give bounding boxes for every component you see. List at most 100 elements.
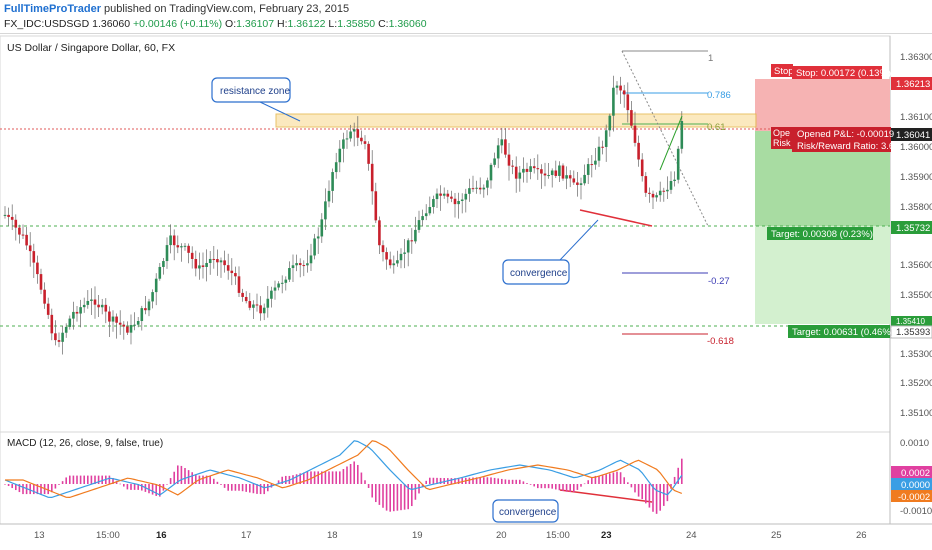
candle-body xyxy=(558,165,561,176)
time-tick: 25 xyxy=(771,530,782,541)
candle-body xyxy=(446,193,450,197)
candle-body xyxy=(288,268,291,280)
macd-hist-bar xyxy=(79,475,82,484)
candlestick-series[interactable] xyxy=(3,75,684,355)
macd-hist-badge xyxy=(891,466,932,478)
candle-body xyxy=(180,246,183,248)
candle-body xyxy=(226,265,230,271)
candle-body xyxy=(504,139,507,155)
pnl-info-box[interactable] xyxy=(792,127,891,152)
macd-hist-bar xyxy=(11,484,13,489)
candle-body xyxy=(165,245,169,262)
fib-label-neg27: -0.27 xyxy=(708,276,730,287)
convergence-annotation-macd[interactable]: convergence xyxy=(492,499,559,523)
macd-hist-bar xyxy=(501,478,503,484)
macd-hist-bar xyxy=(382,484,384,508)
resistance-annotation[interactable]: resistance zone xyxy=(211,77,301,122)
candle-body xyxy=(18,227,21,235)
macd-hist-bar xyxy=(612,472,615,484)
macd-line[interactable] xyxy=(4,440,683,499)
candle-body xyxy=(302,265,306,267)
candle-body xyxy=(374,191,378,221)
macd-hist-bar xyxy=(519,479,521,484)
macd-hist-bar xyxy=(601,475,604,484)
candle-body xyxy=(385,252,388,260)
fib-retracement[interactable] xyxy=(621,50,709,335)
price-tick: 1.35100 xyxy=(900,408,932,419)
publisher-link[interactable]: FullTimeProTrader xyxy=(4,3,101,15)
candle-body xyxy=(496,145,500,159)
macd-hist-bar xyxy=(349,463,352,484)
macd-hist-bar xyxy=(7,484,10,487)
candle-body xyxy=(590,164,594,166)
stop-tag-box[interactable] xyxy=(771,64,793,77)
publish-text: published on TradingView.com, February 2… xyxy=(101,3,350,15)
candle-body xyxy=(43,289,46,304)
candle-body xyxy=(280,282,284,284)
stop-info-box[interactable] xyxy=(792,66,882,79)
macd-hist-bar xyxy=(101,475,103,484)
macd-hist-bar xyxy=(389,484,391,512)
candle-body xyxy=(108,311,111,322)
last-price: 1.36060 xyxy=(92,18,131,30)
candle-body xyxy=(21,234,25,236)
candle-body xyxy=(525,168,529,172)
target1-box[interactable] xyxy=(767,227,873,240)
macd-hist-bar xyxy=(634,484,636,493)
candle-body xyxy=(115,316,118,323)
candle-body xyxy=(450,196,453,199)
stop-tag: Stop xyxy=(774,66,794,77)
macd-histogram xyxy=(4,458,683,514)
macd-hist-bar xyxy=(573,484,575,493)
candle-body xyxy=(435,193,439,200)
target1-info: Target: 0.00308 (0.23%) xyxy=(771,229,873,240)
candle-body xyxy=(334,162,338,173)
open-tag-box[interactable] xyxy=(771,127,793,149)
macd-hist-bar xyxy=(537,484,539,489)
macd-hist-bar xyxy=(472,477,474,484)
target-price-badge xyxy=(891,221,932,234)
candle-body xyxy=(90,299,93,301)
candle-body xyxy=(612,87,615,116)
target2-box[interactable] xyxy=(788,325,890,338)
convergence-annotation-price[interactable]: convergence xyxy=(502,219,599,285)
candle-body xyxy=(36,262,39,275)
candle-body xyxy=(428,207,432,214)
price-convergence-line[interactable] xyxy=(579,209,653,227)
macd-hist-bar xyxy=(583,483,586,485)
candle-body xyxy=(500,139,504,146)
signal-line[interactable] xyxy=(5,440,683,499)
macd-hist-bar xyxy=(241,484,244,492)
time-tick: 23 xyxy=(601,530,612,541)
macd-hist-bar xyxy=(432,477,435,484)
macd-hist-bar xyxy=(515,479,517,484)
macd-convergence-line[interactable] xyxy=(559,489,653,503)
candle-body xyxy=(79,307,82,314)
candle-body xyxy=(630,110,633,126)
macd-hist-bar xyxy=(630,484,633,488)
macd-hist-bar xyxy=(159,484,161,497)
macd-hist-bar xyxy=(263,484,265,495)
target2-zone[interactable] xyxy=(755,226,890,324)
resistance-zone-box[interactable] xyxy=(275,113,757,128)
candle-body xyxy=(68,318,72,327)
price-tick: 1.35800 xyxy=(900,202,932,213)
candle-body xyxy=(208,258,212,263)
candle-body xyxy=(680,120,684,149)
candle-body xyxy=(468,188,471,194)
macd-hist-bar xyxy=(411,484,413,507)
macd-hist-bar xyxy=(576,484,579,490)
candle-body xyxy=(572,178,576,183)
macd-hist-bar xyxy=(555,484,557,490)
stop-zone[interactable] xyxy=(755,79,890,131)
macd-hist-bar xyxy=(69,475,71,484)
candle-body xyxy=(219,260,223,263)
time-tick: 16 xyxy=(156,530,167,541)
candle-body xyxy=(338,148,342,163)
candle-body xyxy=(536,168,540,170)
symbol[interactable]: FX_IDC:USDSGD xyxy=(4,18,90,30)
candle-body xyxy=(421,216,424,221)
price-change: +0.00146 (+0.11%) xyxy=(133,18,223,30)
price-tick: 1.36100 xyxy=(900,112,932,123)
